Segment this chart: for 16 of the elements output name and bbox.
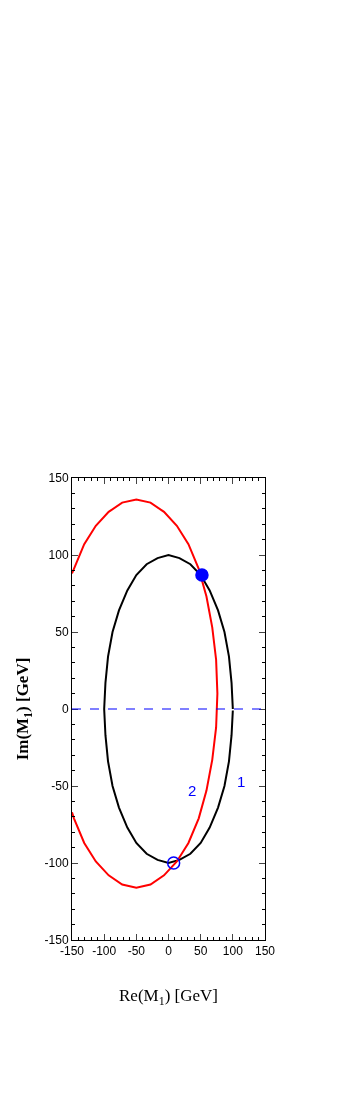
x-tick-label: 0	[165, 944, 173, 959]
annotation: 2	[188, 782, 197, 799]
x-tick-label: 150	[254, 944, 276, 959]
x-tick-label: -50	[127, 944, 146, 959]
line-series	[72, 498, 219, 889]
y-tick-label: -50	[51, 779, 69, 794]
y-tick-label: 150	[48, 471, 69, 486]
x-tick-label: 50	[193, 944, 208, 959]
y-tick-label: 0	[61, 702, 69, 717]
annotation: 1	[237, 773, 246, 790]
y-tick-label: 100	[48, 548, 69, 563]
y-tick-label: 50	[55, 625, 69, 640]
x-tick-label: -100	[92, 944, 117, 959]
x-axis-title: Re(M$_{1}$) [GeV]	[119, 986, 218, 1008]
y-tick-label: -100	[44, 856, 69, 871]
x-tick-label: 100	[222, 944, 244, 959]
